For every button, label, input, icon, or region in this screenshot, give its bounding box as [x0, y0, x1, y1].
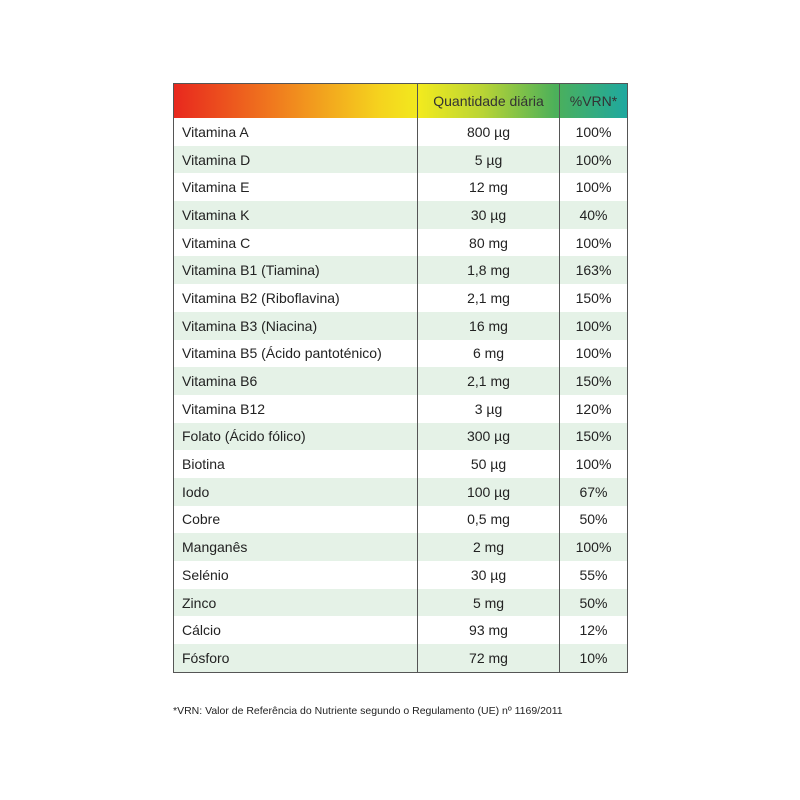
table-cell: 2,1 mg: [417, 367, 560, 395]
table-cell: 100%: [559, 118, 628, 146]
table-cell: Folato (Ácido fólico): [173, 422, 418, 451]
table-cell: Biotina: [173, 450, 418, 478]
table-cell: Vitamina D: [173, 145, 418, 174]
table-cell: 100%: [559, 173, 628, 202]
table-cell: 12 mg: [417, 173, 560, 202]
table-cell: 150%: [559, 284, 628, 312]
table-cell: 80 mg: [417, 228, 560, 257]
table-cell: Vitamina E: [173, 173, 418, 202]
table-cell: Vitamina B6: [173, 367, 418, 395]
table-cell: Vitamina K: [173, 201, 418, 229]
table-cell: Vitamina B2 (Riboflavina): [173, 284, 418, 312]
table-cell: 150%: [559, 367, 628, 395]
table-cell: Zinco: [173, 588, 418, 617]
table-row: Zinco 5 mg 50%: [173, 588, 628, 617]
table-cell: 50%: [559, 588, 628, 617]
table-row: Vitamina B3 (Niacina) 16 mg 100%: [173, 311, 628, 340]
table-header: Quantidade diária %VRN*: [173, 83, 628, 118]
table-row: Vitamina C 80 mg 100%: [173, 228, 628, 257]
table-cell: 12%: [559, 616, 628, 645]
table-cell: Vitamina A: [173, 118, 418, 146]
table-cell: Fósforo: [173, 644, 418, 673]
table-row: Manganês 2 mg 100%: [173, 533, 628, 561]
table-cell: Vitamina C: [173, 228, 418, 257]
table-cell: Selénio: [173, 561, 418, 589]
table-cell: 6 mg: [417, 339, 560, 368]
nutrition-table-wrapper: Quantidade diária %VRN* Vitamina A 800 µg…: [173, 83, 628, 673]
table-row: Vitamina B5 (Ácido pantoténico) 6 mg 100%: [173, 339, 628, 368]
table-row: Vitamina A 800 µg 100%: [173, 118, 628, 146]
header-cell: %VRN*: [559, 83, 628, 118]
table-row: Biotina 50 µg 100%: [173, 450, 628, 478]
table-row: Vitamina K 30 µg 40%: [173, 201, 628, 229]
table-cell: 10%: [559, 644, 628, 673]
table-cell: 163%: [559, 256, 628, 285]
table-cell: 100%: [559, 228, 628, 257]
table-cell: 50 µg: [417, 450, 560, 478]
table-cell: 100 µg: [417, 477, 560, 506]
table-cell: 120%: [559, 394, 628, 423]
table-cell: 1,8 mg: [417, 256, 560, 285]
table-cell: 800 µg: [417, 118, 560, 146]
table-cell: 50%: [559, 505, 628, 534]
table-cell: 30 µg: [417, 201, 560, 229]
table-cell: 93 mg: [417, 616, 560, 645]
table-row: Vitamina B12 3 µg 120%: [173, 394, 628, 423]
table-cell: 100%: [559, 533, 628, 561]
table-cell: Vitamina B3 (Niacina): [173, 311, 418, 340]
header-blank: [173, 83, 418, 118]
table-row: Vitamina E 12 mg 100%: [173, 173, 628, 202]
table-cell: 150%: [559, 422, 628, 451]
table-cell: 40%: [559, 201, 628, 229]
table-row: Vitamina B6 2,1 mg 150%: [173, 367, 628, 395]
table-row: Fósforo 72 mg 10%: [173, 644, 628, 673]
table-row: Cobre 0,5 mg 50%: [173, 505, 628, 534]
footnote: *VRN: Valor de Referência do Nutriente s…: [173, 705, 563, 717]
table-cell: 2 mg: [417, 533, 560, 561]
table-row: Cálcio 93 mg 12%: [173, 616, 628, 645]
table-cell: Manganês: [173, 533, 418, 561]
table-cell: Cobre: [173, 505, 418, 534]
table-cell: 300 µg: [417, 422, 560, 451]
table-cell: 72 mg: [417, 644, 560, 673]
header-cell: Quantidade diária: [417, 83, 560, 118]
table-cell: Vitamina B12: [173, 394, 418, 423]
table-cell: 2,1 mg: [417, 284, 560, 312]
table-cell: 100%: [559, 339, 628, 368]
table-cell: 5 µg: [417, 145, 560, 174]
header-row: Quantidade diária %VRN*: [173, 83, 628, 118]
table-cell: 5 mg: [417, 588, 560, 617]
table-cell: Cálcio: [173, 616, 418, 645]
table-cell: 100%: [559, 450, 628, 478]
table-cell: 100%: [559, 311, 628, 340]
table-cell: 3 µg: [417, 394, 560, 423]
table-row: Folato (Ácido fólico) 300 µg 150%: [173, 422, 628, 451]
table-row: Iodo 100 µg 67%: [173, 477, 628, 506]
nutrition-table: Quantidade diária %VRN* Vitamina A 800 µg…: [173, 83, 628, 673]
table-row: Vitamina B2 (Riboflavina) 2,1 mg 150%: [173, 284, 628, 312]
table-cell: Vitamina B1 (Tiamina): [173, 256, 418, 285]
table-cell: 0,5 mg: [417, 505, 560, 534]
table-cell: Vitamina B5 (Ácido pantoténico): [173, 339, 418, 368]
table-row: Vitamina B1 (Tiamina) 1,8 mg 163%: [173, 256, 628, 285]
table-cell: Iodo: [173, 477, 418, 506]
table-cell: 100%: [559, 145, 628, 174]
table-cell: 67%: [559, 477, 628, 506]
table-cell: 30 µg: [417, 561, 560, 589]
table-cell: 16 mg: [417, 311, 560, 340]
table-row: Selénio 30 µg 55%: [173, 561, 628, 589]
table-cell: 55%: [559, 561, 628, 589]
